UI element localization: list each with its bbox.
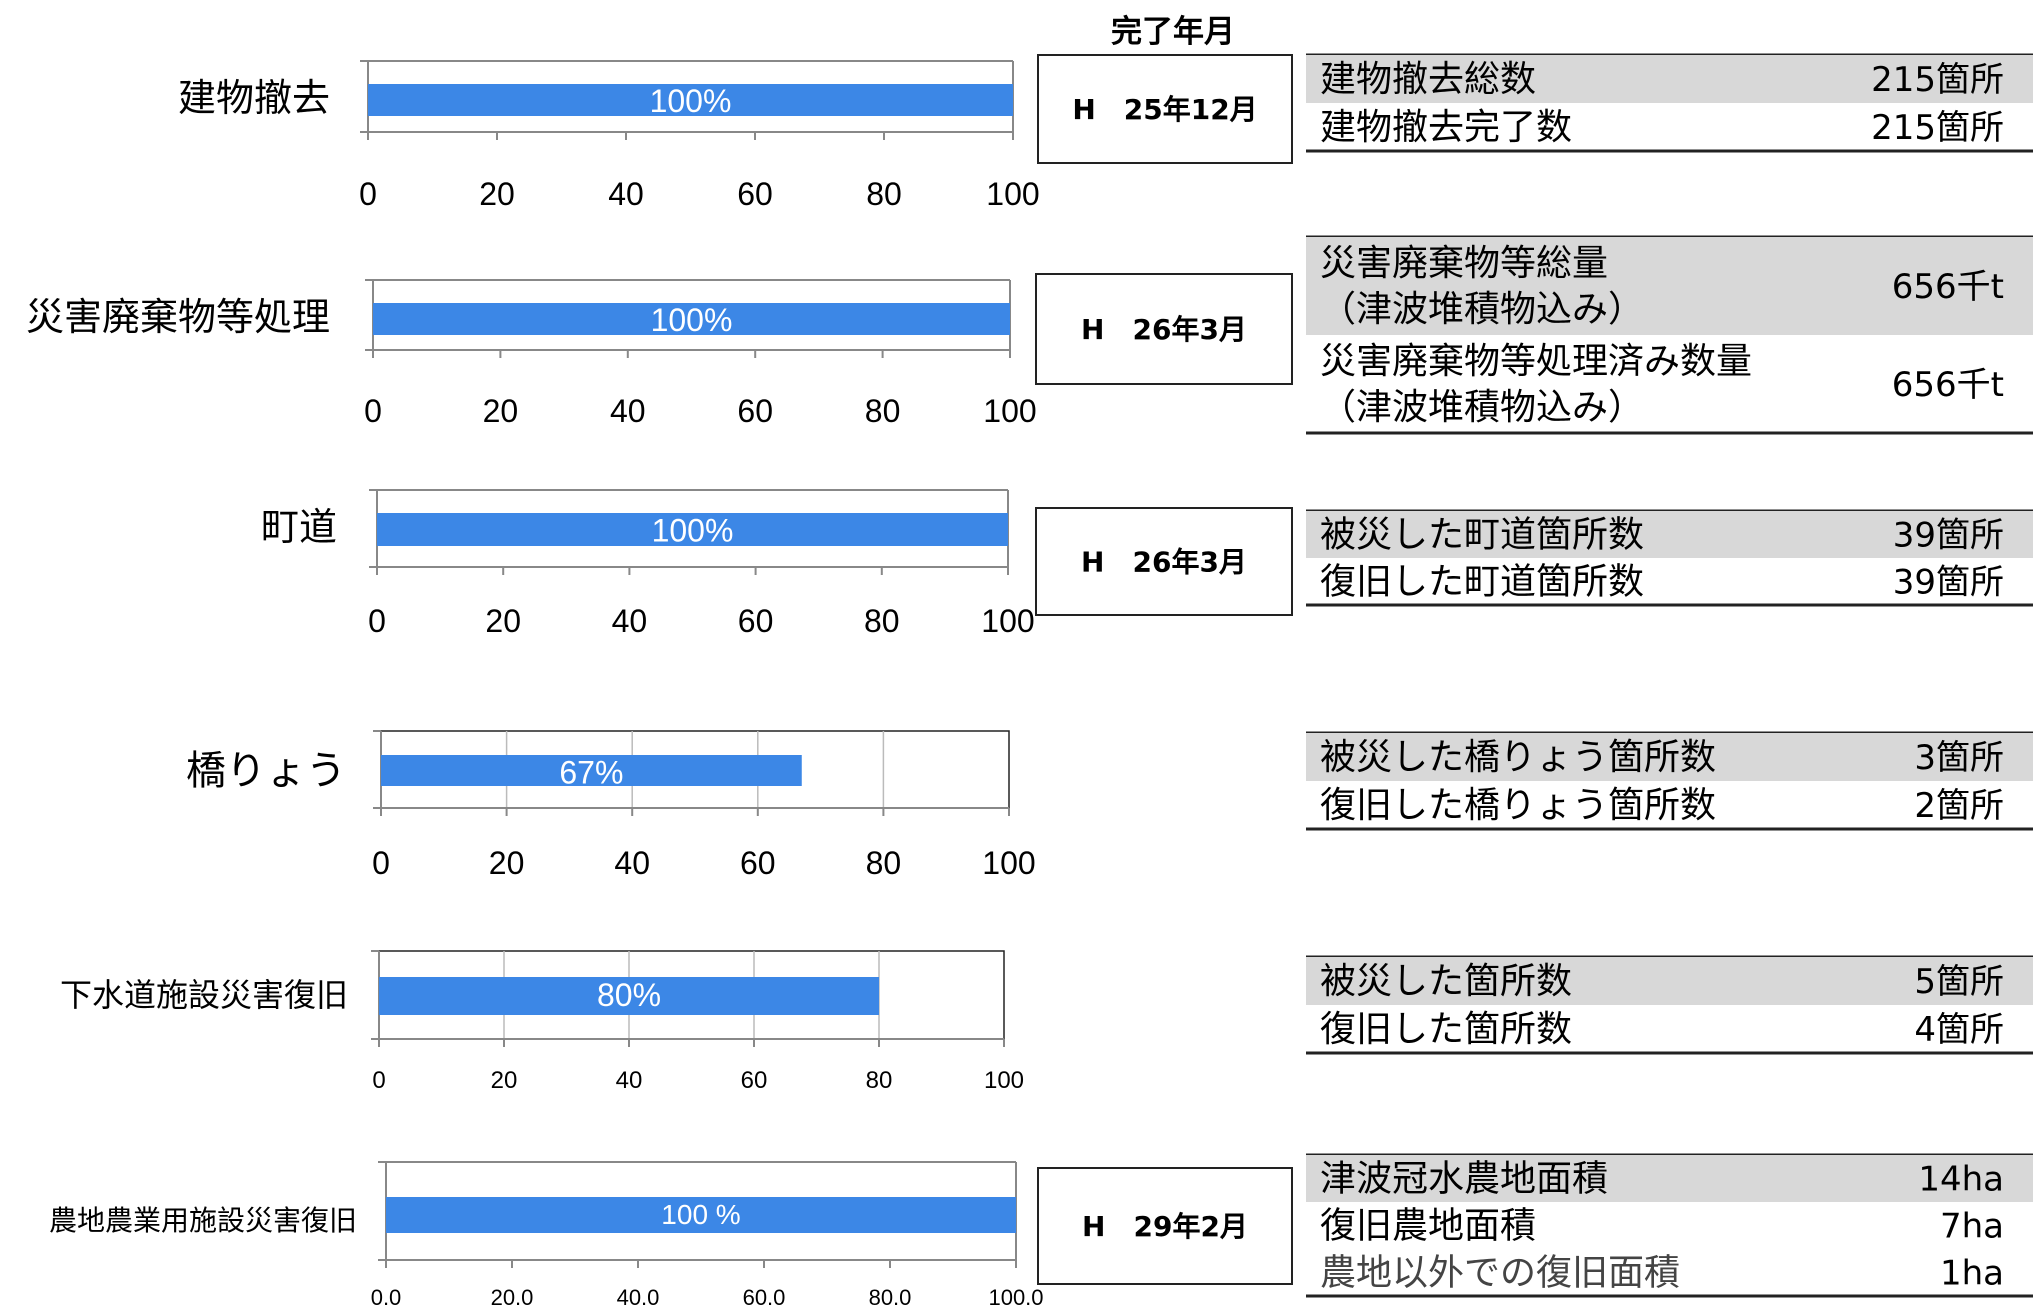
x-tick-label: 0 [372, 845, 390, 881]
stats-row-label: 復旧した町道箇所数 [1320, 562, 1644, 603]
x-tick-label: 20.0 [491, 1285, 534, 1310]
x-tick-label: 40.0 [617, 1285, 660, 1310]
x-tick-label: 0 [359, 176, 377, 212]
x-tick-label: 80 [866, 1067, 893, 1094]
completion-date: H 25年12月 [1072, 93, 1257, 126]
category-label: 農地農業用施設災害復旧 [49, 1204, 357, 1237]
stats-row-label: 復旧農地面積 [1320, 1206, 1536, 1247]
stats-row-label: 災害廃棄物等処理済み数量 [1320, 341, 1752, 382]
category-label: 災害廃棄物等処理 [26, 295, 330, 339]
x-tick-label: 80.0 [869, 1285, 912, 1310]
stats-row-value: 656千t [1892, 267, 2004, 307]
category-label: 橋りょう [186, 748, 346, 794]
stats-row-label: 災害廃棄物等総量 [1320, 243, 1608, 284]
stats-row-label: 農地以外での復旧面積 [1320, 1253, 1680, 1294]
stats-row-value: 7ha [1940, 1207, 2004, 1247]
x-tick-label: 0 [368, 603, 386, 639]
x-tick-label: 60 [741, 1067, 768, 1094]
completion-date-box [1035, 273, 1293, 385]
stats-row-value: 39箇所 [1893, 563, 2004, 603]
stats-row-shade [1306, 55, 2033, 103]
stats-row-value: 5箇所 [1914, 962, 2004, 1002]
x-tick-label: 20 [479, 176, 515, 212]
x-tick-label: 100 [984, 1067, 1024, 1094]
stats-row-label: 復旧した箇所数 [1320, 1009, 1572, 1050]
category-label: 下水道施設災害復旧 [60, 976, 348, 1014]
x-tick-label: 60 [740, 845, 776, 881]
x-tick-label: 60 [737, 176, 773, 212]
bar-data-label: 100% [651, 302, 733, 338]
x-tick-label: 20 [489, 845, 525, 881]
x-tick-label: 80 [865, 393, 901, 429]
stats-row-value: 1ha [1940, 1254, 2004, 1294]
bar [377, 513, 1008, 546]
bar [373, 303, 1010, 335]
stats-row-value: 215箇所 [1871, 108, 2004, 148]
stats-row-value: 3箇所 [1914, 738, 2004, 778]
bar [379, 977, 879, 1015]
bar [368, 84, 1013, 116]
completion-date: H 29年2月 [1082, 1210, 1248, 1243]
x-tick-label: 80 [866, 845, 902, 881]
category-label: 町道 [261, 505, 337, 549]
x-tick-label: 60 [738, 603, 774, 639]
stats-row-value: 39箇所 [1893, 516, 2004, 556]
x-tick-label: 80 [864, 603, 900, 639]
stats-row-value: 215箇所 [1871, 60, 2004, 100]
stats-row-label: 被災した橋りょう箇所数 [1320, 737, 1716, 778]
x-tick-label: 100.0 [988, 1285, 1043, 1310]
stats-row-label: 被災した箇所数 [1320, 961, 1572, 1002]
stats-row-value: 4箇所 [1914, 1010, 2004, 1050]
x-tick-label: 20 [491, 1067, 518, 1094]
stats-row-value: 2箇所 [1914, 786, 2004, 826]
stats-row-shade [1306, 511, 2033, 558]
completion-date: H 26年3月 [1081, 546, 1247, 579]
stats-row-value: 656千t [1892, 365, 2004, 405]
x-tick-label: 80 [866, 176, 902, 212]
stats-row-label: 被災した町道箇所数 [1320, 515, 1644, 556]
completion-date-box [1035, 507, 1293, 616]
category-label: 建物撤去 [178, 76, 330, 120]
x-tick-label: 40 [610, 393, 646, 429]
x-tick-label: 40 [612, 603, 648, 639]
x-tick-label: 20 [485, 603, 521, 639]
bar-data-label: 67% [559, 754, 623, 790]
stats-row-label: 建物撤去総数 [1320, 59, 1536, 100]
bar-data-label: 100% [650, 83, 732, 119]
x-tick-label: 100 [986, 176, 1039, 212]
stats-row-label: （津波堆積物込み） [1320, 387, 1644, 428]
stats-row-label: 建物撤去完了数 [1320, 107, 1572, 148]
x-tick-label: 100 [982, 845, 1035, 881]
bar [386, 1197, 1016, 1233]
x-tick-label: 40 [616, 1067, 643, 1094]
x-tick-label: 60 [737, 393, 773, 429]
stats-row-shade [1306, 237, 2033, 335]
x-tick-label: 0.0 [371, 1285, 402, 1310]
bar [381, 755, 802, 786]
stats-row-value: 14ha [1918, 1160, 2004, 1200]
completion-date-box [1037, 54, 1293, 164]
bar-data-label: 100% [652, 513, 734, 549]
stats-row-label: （津波堆積物込み） [1320, 289, 1644, 330]
bar-data-label: 100 % [661, 1199, 740, 1230]
stats-row-shade [1306, 957, 2033, 1005]
x-tick-label: 20 [483, 393, 519, 429]
stats-row-shade [1306, 733, 2033, 781]
stats-row-label: 津波冠水農地面積 [1320, 1159, 1608, 1200]
completion-date: H 26年3月 [1081, 313, 1247, 346]
x-tick-label: 40 [608, 176, 644, 212]
x-tick-label: 60.0 [743, 1285, 786, 1310]
x-tick-label: 0 [372, 1067, 385, 1094]
stats-row-shade [1306, 1155, 2033, 1202]
stats-row-label: 復旧した橋りょう箇所数 [1320, 785, 1716, 826]
completion-date-box [1037, 1167, 1293, 1285]
bar-data-label: 80% [597, 977, 661, 1013]
x-tick-label: 100 [981, 603, 1034, 639]
x-tick-label: 40 [614, 845, 650, 881]
x-tick-label: 0 [364, 393, 382, 429]
x-tick-label: 100 [983, 393, 1036, 429]
completion-date-header: 完了年月 [1111, 14, 1235, 50]
